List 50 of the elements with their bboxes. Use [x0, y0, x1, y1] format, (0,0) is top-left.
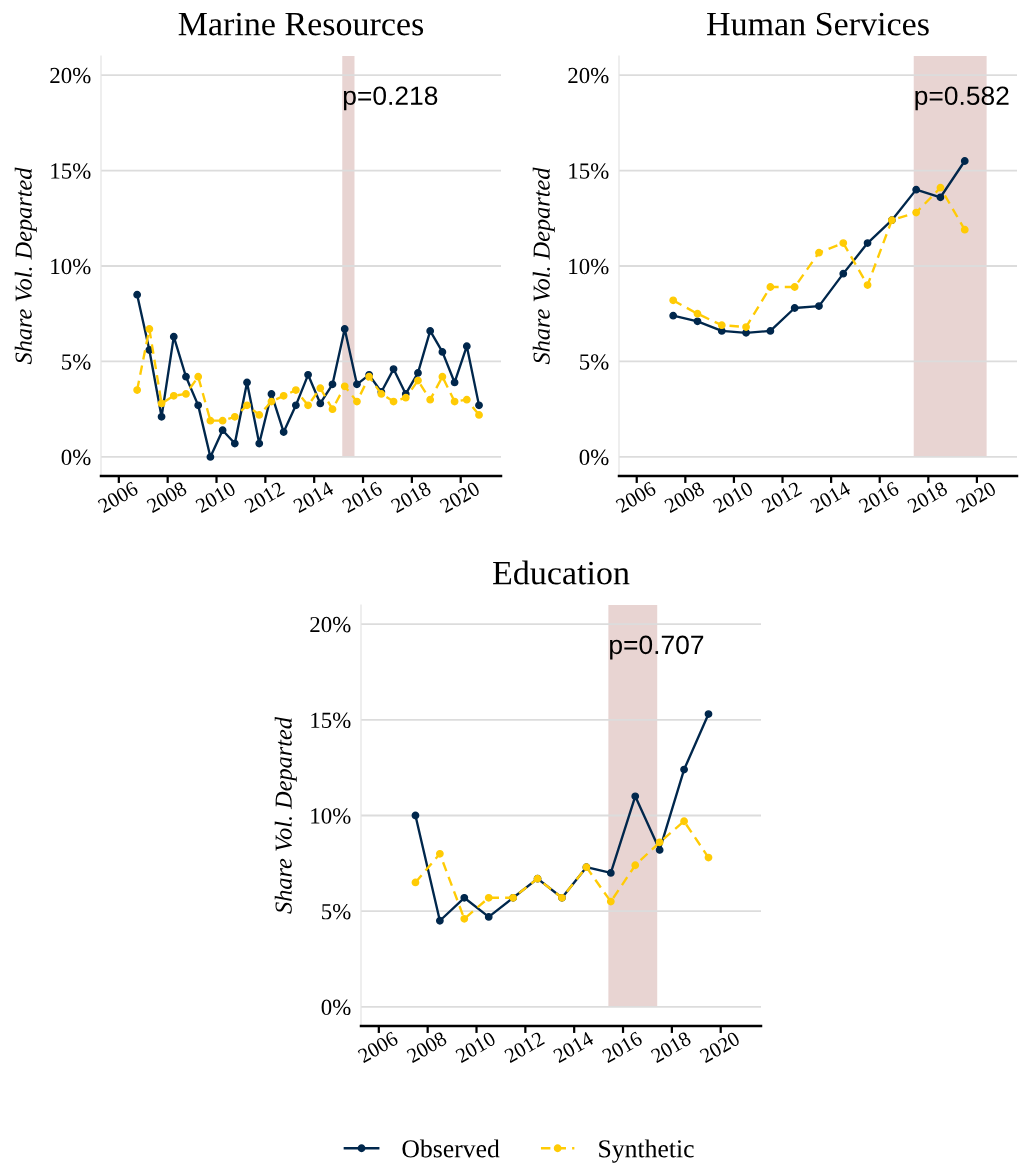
x-tick-label: 2016: [601, 1031, 644, 1064]
chart-title: Human Services: [707, 12, 929, 36]
x-tick-label: 2018: [906, 481, 949, 514]
y-tick-label: 20%: [568, 67, 609, 84]
y-tick-label: 5%: [322, 903, 351, 920]
y-tick-label: 0%: [579, 449, 609, 466]
x-tick-label: 2006: [97, 481, 139, 514]
y-tick-label: 5%: [580, 354, 609, 370]
y-tick-label: 15%: [51, 163, 91, 179]
y-tick-label: 10%: [569, 258, 609, 275]
x-tick-label: 2010: [712, 481, 754, 514]
x-tick-label: 2008: [663, 481, 706, 514]
x-tick-label: 2016: [858, 481, 900, 514]
x-tick-label: 2018: [650, 1031, 692, 1064]
x-tick-label: 2014: [292, 480, 335, 514]
y-axis-title: Share Vol. Departed: [14, 167, 37, 365]
y-tick-label: 15%: [569, 163, 609, 179]
x-tick-label: 2012: [760, 481, 803, 514]
y-tick-label: 0%: [321, 999, 351, 1016]
y-axis-title: Share Vol. Departed: [274, 717, 297, 914]
legend-label: Observed: [402, 1139, 500, 1158]
band-label: p=0.707: [610, 635, 704, 660]
x-tick-label: 2016: [341, 481, 384, 514]
y-tick-label: 0%: [61, 449, 91, 466]
x-tick-label: 2006: [357, 1031, 399, 1064]
chart-title: Education: [493, 560, 630, 585]
x-tick-label: 2018: [390, 481, 432, 514]
band-label: p=0.582: [915, 86, 1009, 111]
x-tick-label: 2010: [454, 1031, 497, 1064]
chart-title: Marine Resources: [178, 12, 424, 36]
x-tick-label: 2020: [699, 1031, 741, 1064]
y-tick-label: 5%: [62, 354, 91, 370]
x-tick-label: 2014: [809, 480, 852, 514]
y-tick-label: 20%: [50, 67, 91, 84]
y-tick-label: 10%: [51, 258, 91, 275]
x-tick-label: 2012: [503, 1031, 545, 1064]
band-label: p=0.218: [343, 86, 438, 111]
x-tick-label: 2020: [439, 481, 481, 514]
x-tick-label: 2010: [194, 481, 237, 514]
x-tick-label: 2008: [145, 481, 188, 514]
x-tick-label: 2012: [243, 481, 285, 514]
y-tick-label: 20%: [310, 616, 351, 633]
y-axis-title: Share Vol. Departed: [532, 167, 555, 365]
legend-label: Synthetic: [599, 1139, 694, 1163]
y-tick-label: 15%: [311, 712, 351, 729]
y-tick-label: 10%: [311, 808, 351, 824]
x-tick-label: 2008: [405, 1031, 448, 1064]
x-tick-label: 2020: [955, 481, 997, 514]
x-tick-label: 2006: [615, 481, 657, 514]
x-tick-label: 2014: [552, 1030, 595, 1064]
